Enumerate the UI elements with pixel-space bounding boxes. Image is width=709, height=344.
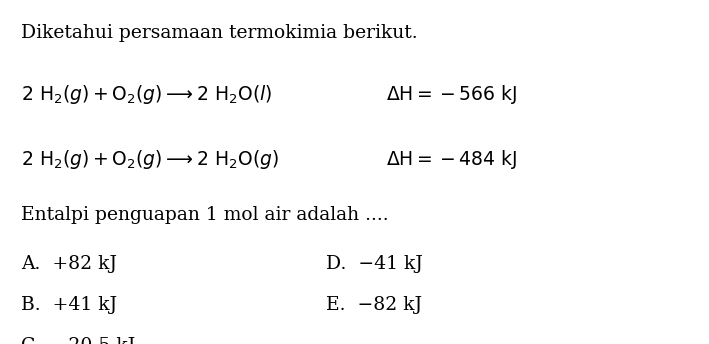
Text: Diketahui persamaan termokimia berikut.: Diketahui persamaan termokimia berikut. [21, 24, 418, 42]
Text: B.  +41 kJ: B. +41 kJ [21, 296, 118, 314]
Text: $2\ \mathrm{H_2}(g) + \mathrm{O_2}(g) \longrightarrow 2\ \mathrm{H_2O}(\mathit{l: $2\ \mathrm{H_2}(g) + \mathrm{O_2}(g) \l… [21, 83, 273, 106]
Text: E.  −82 kJ: E. −82 kJ [326, 296, 423, 314]
Text: Entalpi penguapan 1 mol air adalah ....: Entalpi penguapan 1 mol air adalah .... [21, 206, 389, 224]
Text: A.  +82 kJ: A. +82 kJ [21, 255, 117, 272]
Text: $\Delta\mathrm{H = -566\ kJ}$: $\Delta\mathrm{H = -566\ kJ}$ [386, 83, 518, 106]
Text: $2\ \mathrm{H_2}(g) + \mathrm{O_2}(g) \longrightarrow 2\ \mathrm{H_2O}(g)$: $2\ \mathrm{H_2}(g) + \mathrm{O_2}(g) \l… [21, 148, 279, 171]
Text: C.  −20,5 kJ: C. −20,5 kJ [21, 337, 135, 344]
Text: $\Delta\mathrm{H = -484\ kJ}$: $\Delta\mathrm{H = -484\ kJ}$ [386, 148, 518, 171]
Text: D.  −41 kJ: D. −41 kJ [326, 255, 423, 272]
